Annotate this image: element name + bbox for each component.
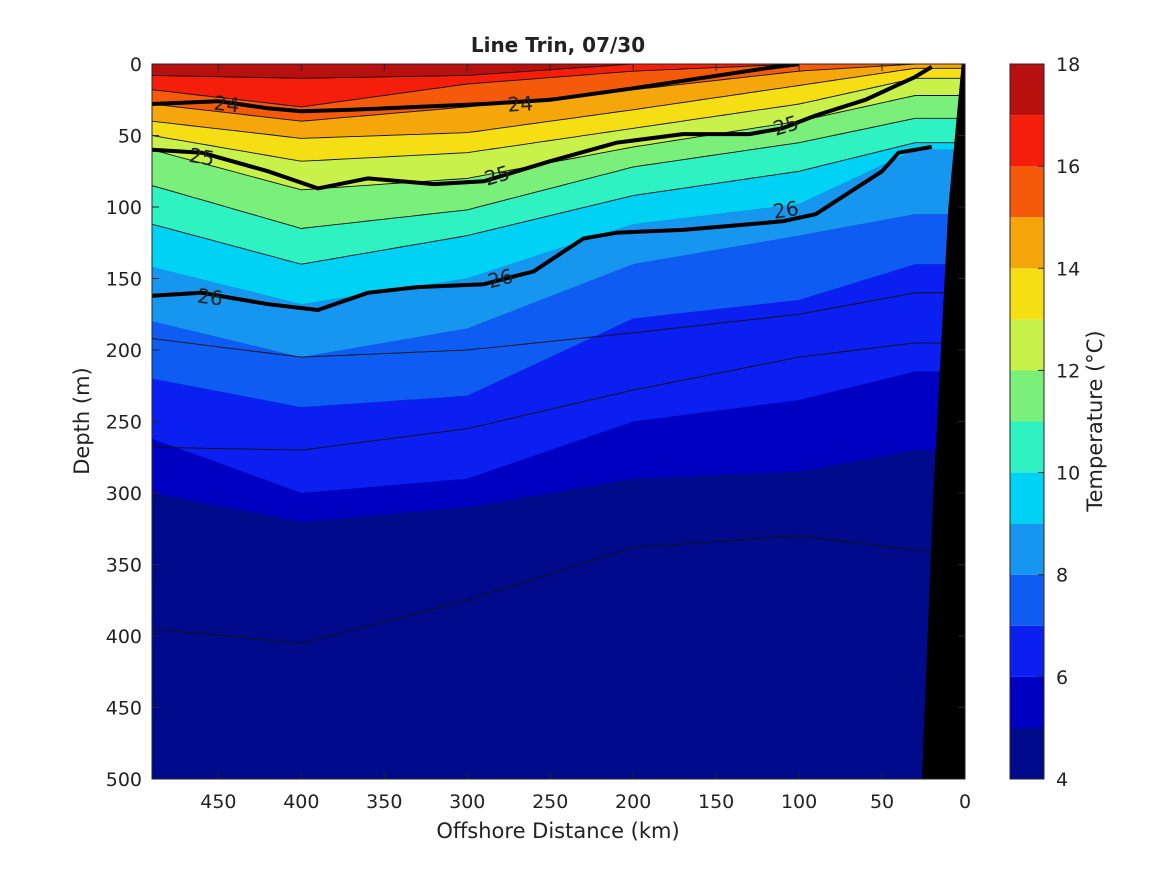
x-tick-label: 200 bbox=[615, 791, 651, 813]
y-tick-label: 100 bbox=[106, 197, 142, 219]
contour-label-text: 26 bbox=[196, 284, 224, 311]
temperature-band-11-12 bbox=[152, 95, 965, 229]
y-tick-label: 250 bbox=[106, 412, 142, 434]
x-tick-label: 450 bbox=[200, 791, 236, 813]
colorbar bbox=[1010, 64, 1044, 779]
thin-contour-b bbox=[152, 342, 965, 451]
colorbar-ticks: 4 6 8 10 12 14 16 18 bbox=[1038, 54, 1080, 791]
temperature-band-5-6 bbox=[152, 371, 965, 522]
colorbar-swatch-13 bbox=[1010, 268, 1044, 320]
colorbar-swatch-8 bbox=[1010, 523, 1044, 575]
colorbar-tick-label: 16 bbox=[1056, 156, 1080, 178]
density-contour-25 bbox=[152, 65, 933, 191]
contour-label-text: 25 bbox=[187, 143, 216, 171]
y-axis-label: Depth (m) bbox=[70, 367, 94, 474]
colorbar-swatch-15 bbox=[1010, 166, 1044, 218]
y-tick-label: 400 bbox=[106, 626, 142, 648]
temperature-band-15-16 bbox=[152, 64, 965, 122]
temperature-band-16-17 bbox=[152, 64, 965, 107]
colorbar-label: Temperature (°C) bbox=[1083, 330, 1107, 512]
y-tick-label: 200 bbox=[106, 340, 142, 362]
colorbar-swatch-17 bbox=[1010, 64, 1044, 116]
temperature-band-10-11 bbox=[152, 118, 965, 265]
colorbar-swatch-16 bbox=[1010, 115, 1044, 167]
y-tick-label: 350 bbox=[106, 555, 142, 577]
y-axis-ticks: 0 50 100 150 200 250 300 350 400 450 500 bbox=[106, 54, 965, 791]
colorbar-swatch-14 bbox=[1010, 217, 1044, 269]
colorbar-frame bbox=[1009, 63, 1045, 780]
colorbar-tick-label: 12 bbox=[1056, 360, 1080, 382]
colorbar-swatch-4 bbox=[1010, 727, 1044, 779]
thin-contour-lines bbox=[152, 64, 965, 644]
colorbar-tick-label: 10 bbox=[1056, 463, 1080, 485]
colorbar-swatch-6 bbox=[1010, 625, 1044, 677]
contour-label-7: 26 bbox=[771, 196, 800, 224]
x-tick-label: 300 bbox=[449, 791, 485, 813]
colorbar-tick-label: 6 bbox=[1056, 667, 1068, 689]
contour-label-text: 24 bbox=[213, 91, 241, 118]
x-axis-ticks: 450 400 350 300 250 200 150 100 50 0 bbox=[200, 64, 971, 813]
x-tick-label: 0 bbox=[959, 791, 971, 813]
density-contour-lines bbox=[152, 64, 933, 312]
colorbar-tick-label: 8 bbox=[1056, 565, 1068, 587]
x-tick-label: 150 bbox=[698, 791, 734, 813]
y-tick-label: 300 bbox=[106, 483, 142, 505]
thin-contour-14 bbox=[152, 67, 965, 139]
y-tick-label: 50 bbox=[118, 126, 142, 148]
temperature-band-4-5 bbox=[152, 450, 965, 644]
colorbar-tick-label: 4 bbox=[1056, 769, 1068, 791]
contour-label-5: 26 bbox=[196, 284, 224, 311]
land-mask bbox=[921, 64, 965, 779]
x-tick-label: 250 bbox=[532, 791, 568, 813]
contour-label-text: 24 bbox=[507, 91, 534, 117]
y-tick-label: 500 bbox=[106, 769, 142, 791]
thin-contour-10 bbox=[152, 142, 965, 265]
temperature-band-13-14 bbox=[152, 68, 965, 162]
temperature-band-6-7 bbox=[152, 264, 965, 493]
temperature-band-17-18 bbox=[152, 64, 965, 79]
colorbar-tick-label: 18 bbox=[1056, 54, 1080, 76]
x-tick-label: 100 bbox=[781, 791, 817, 813]
y-tick-label: 150 bbox=[106, 269, 142, 291]
y-tick-label: 0 bbox=[130, 54, 142, 76]
colorbar-swatch-12 bbox=[1010, 319, 1044, 371]
y-tick-label: 450 bbox=[106, 698, 142, 720]
contour-label-text: 26 bbox=[771, 196, 800, 224]
temperature-band-14-15 bbox=[152, 64, 965, 139]
colorbar-swatch-9 bbox=[1010, 472, 1044, 524]
thin-contour-c bbox=[152, 535, 965, 644]
x-tick-label: 50 bbox=[870, 791, 894, 813]
colorbar-swatch-7 bbox=[1010, 574, 1044, 626]
thin-contour-16 bbox=[152, 64, 965, 108]
thin-contour-a bbox=[152, 292, 965, 358]
x-axis-label: Offshore Distance (km) bbox=[436, 819, 679, 843]
temperature-band-9-10 bbox=[152, 142, 965, 305]
chart-title: Line Trin, 07/30 bbox=[471, 33, 645, 57]
temperature-band-7-8 bbox=[152, 214, 965, 408]
thin-contour-12 bbox=[152, 95, 965, 191]
thin-contour-11 bbox=[152, 117, 965, 229]
temperature-bands bbox=[152, 64, 965, 779]
density-contour-24 bbox=[152, 64, 800, 114]
contour-label-2: 25 bbox=[187, 143, 216, 171]
contour-label-0: 24 bbox=[213, 91, 241, 118]
x-tick-label: 350 bbox=[366, 791, 402, 813]
colorbar-swatch-11 bbox=[1010, 370, 1044, 422]
thin-contour-17 bbox=[152, 64, 965, 79]
temperature-band-12-13 bbox=[152, 78, 965, 190]
contour-label-1: 24 bbox=[507, 91, 534, 117]
density-contour-26 bbox=[152, 144, 933, 312]
colorbar-swatch-5 bbox=[1010, 676, 1044, 728]
x-tick-label: 400 bbox=[283, 791, 319, 813]
colorbar-tick-label: 14 bbox=[1056, 258, 1080, 280]
colorbar-swatch-10 bbox=[1010, 421, 1044, 473]
thin-contour-13 bbox=[152, 77, 965, 162]
